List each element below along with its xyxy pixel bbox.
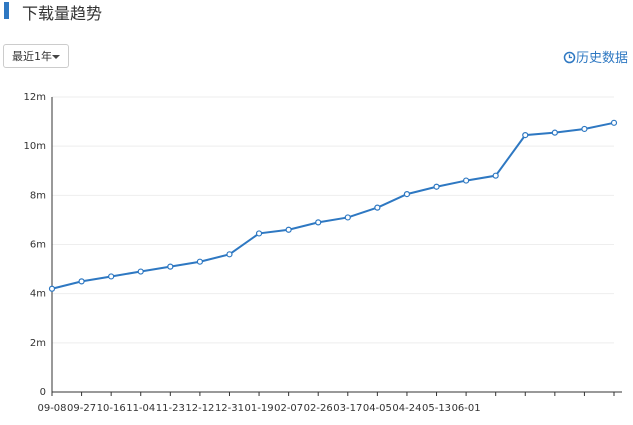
- point: [315, 219, 322, 226]
- point: [48, 285, 56, 292]
- history-label: 历史数据: [575, 51, 628, 66]
- point: [403, 191, 411, 198]
- point: [581, 125, 588, 133]
- x-tick-label: 09-27: [67, 403, 96, 414]
- y-tick-label: 8m: [30, 190, 46, 201]
- x-tick-label: 03-17: [333, 403, 362, 414]
- point: [226, 251, 233, 258]
- point: [492, 172, 499, 179]
- y-tick-label: 0: [40, 387, 46, 398]
- x-tick-label: 04-24: [392, 403, 421, 414]
- range-label: 最近1年: [12, 50, 52, 63]
- point: [551, 129, 558, 136]
- range-select[interactable]: 最近1年: [3, 44, 69, 68]
- y-tick-label: 4m: [30, 289, 46, 300]
- point: [196, 258, 203, 265]
- history-link[interactable]: 历史数据: [563, 47, 628, 66]
- point: [463, 177, 470, 184]
- point: [108, 273, 115, 280]
- x-tick-label: 12-12: [185, 403, 214, 414]
- line: [51, 121, 615, 290]
- x-tick-label: 04-05: [363, 403, 392, 414]
- x-tick-label: 05-13: [422, 403, 451, 414]
- point: [137, 268, 144, 275]
- x-tick-label: 11-04: [126, 403, 155, 414]
- y-tick-label: 6m: [30, 240, 46, 251]
- point: [522, 132, 529, 139]
- title-bar: [4, 2, 9, 19]
- point: [374, 204, 381, 211]
- x-tick-label: 01-19: [245, 403, 274, 414]
- point: [433, 183, 440, 190]
- point: [167, 263, 174, 270]
- x-tick-label: 09-08: [37, 403, 66, 414]
- point: [78, 278, 85, 285]
- page-title: 下载量趋势: [22, 4, 103, 23]
- x-tick-label: 02-07: [274, 403, 303, 414]
- x-tick-label: 06-01: [452, 403, 481, 414]
- y-tick-label: 2m: [30, 338, 46, 349]
- y-tick-label: 12m: [24, 92, 46, 103]
- point: [285, 226, 292, 233]
- x-tick-label: 02-26: [304, 403, 333, 414]
- x-tick-label: 11-23: [156, 403, 185, 414]
- point: [610, 119, 618, 126]
- x-tick-label: 12-31: [215, 403, 244, 414]
- point: [344, 214, 351, 221]
- point: [255, 230, 263, 237]
- x-tick-label: 10-16: [97, 403, 126, 414]
- y-tick-label: 10m: [24, 141, 46, 152]
- history-icon: [563, 51, 576, 64]
